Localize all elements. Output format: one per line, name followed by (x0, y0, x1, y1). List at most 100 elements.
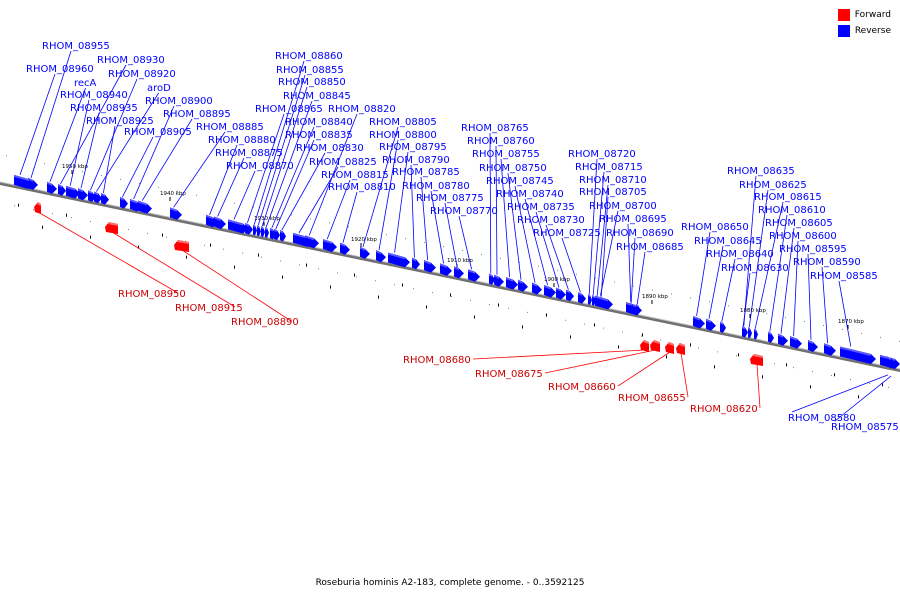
gene-highlight (748, 327, 750, 331)
minor-dot (299, 264, 300, 266)
minor-tick (186, 255, 187, 259)
scale-label: 1950 kbp (62, 164, 88, 170)
minor-dot (747, 309, 748, 311)
gene-label: RHOM_08915 (175, 303, 243, 314)
legend-reverse: Reverse (837, 25, 891, 37)
gene-body (824, 343, 836, 356)
minor-tick (234, 265, 235, 269)
gene-highlight (494, 274, 499, 279)
minor-dot (424, 242, 425, 244)
gene-highlight (412, 257, 416, 262)
minor-dot (671, 293, 672, 295)
minor-dot (603, 327, 604, 329)
leader-line (514, 185, 536, 283)
gene-label: RHOM_08875 (215, 148, 283, 159)
minor-tick (42, 225, 43, 229)
gene-body (170, 207, 182, 220)
gene-label: RHOM_08585 (810, 271, 878, 282)
gene-highlight (742, 326, 745, 330)
gene-body (305, 235, 319, 249)
minor-dot (622, 331, 623, 333)
gene-label: recA (74, 78, 97, 89)
minor-dot (33, 209, 34, 211)
gene-body (489, 273, 495, 285)
gene-highlight (578, 292, 582, 296)
forward-gene-arrow (676, 343, 685, 355)
gene-body (120, 196, 128, 209)
forward-gene-arrow (650, 340, 660, 352)
minor-dot (508, 307, 509, 309)
gene-body (58, 184, 66, 196)
leader-line (780, 227, 795, 334)
leader-line (233, 170, 256, 220)
minor-dot (804, 321, 805, 323)
minor-tick (66, 213, 67, 217)
gene-body (578, 292, 586, 304)
minor-dot (793, 367, 794, 369)
minor-tick (378, 295, 379, 299)
gene-label: RHOM_08790 (382, 155, 450, 166)
gene-label: RHOM_08660 (548, 382, 616, 393)
gene-highlight (108, 222, 118, 226)
minor-tick (426, 305, 427, 309)
reverse-gene-arrow (440, 263, 452, 276)
minor-dot (584, 323, 585, 325)
forward-gene-arrow (640, 340, 649, 352)
gene-body (412, 257, 420, 270)
gene-body (214, 216, 226, 229)
genome-axis (0, 182, 900, 373)
gene-highlight (468, 269, 475, 274)
gene-body (253, 224, 257, 236)
gene-label: RHOM_08800 (369, 130, 437, 141)
leader-line (535, 211, 560, 288)
gene-label: RHOM_08605 (765, 218, 833, 229)
leader-line (257, 74, 306, 226)
reverse-gene-arrow (824, 343, 836, 356)
gene-body (66, 185, 80, 199)
reverse-gene-arrow (66, 185, 80, 199)
minor-dot (71, 217, 72, 219)
leader-line (636, 251, 646, 305)
leader-line (545, 224, 569, 290)
reverse-gene-arrow (630, 302, 634, 314)
gene-highlight (592, 295, 594, 298)
gene-highlight (206, 214, 213, 220)
reverse-gene-arrow (494, 274, 504, 287)
minor-dot (766, 313, 767, 315)
minor-tick (642, 333, 643, 337)
gene-highlight (643, 340, 649, 344)
gene-label: RHOM_08625 (739, 180, 807, 191)
gene-label: RHOM_08675 (475, 369, 543, 380)
minor-dot (6, 155, 7, 157)
gene-label: RHOM_08880 (208, 135, 276, 146)
gene-label: RHOM_08650 (681, 222, 749, 233)
gene-label: RHOM_08720 (568, 149, 636, 160)
minor-dot (869, 382, 870, 384)
minor-tick (450, 293, 451, 297)
gene-highlight (588, 294, 590, 298)
leader-line (617, 351, 671, 387)
leader-line (507, 172, 522, 280)
scale-label: 1910 kbp (447, 258, 473, 264)
reverse-gene-arrow (14, 174, 34, 190)
minor-dot (52, 213, 53, 215)
leader-line (103, 125, 116, 194)
leader-line (495, 145, 498, 275)
minor-dot (166, 236, 167, 238)
gene-label: RHOM_08600 (769, 231, 837, 242)
leader-line (696, 231, 711, 317)
gene-highlight (138, 200, 147, 206)
minor-dot (736, 355, 737, 357)
gene-body (94, 191, 102, 204)
minor-dot (14, 205, 15, 207)
gene-highlight (305, 235, 314, 241)
minor-dot (861, 332, 862, 334)
leader-line (544, 349, 656, 374)
gene-label: RHOM_08630 (721, 263, 789, 274)
minor-dot (595, 277, 596, 279)
gene-highlight (506, 277, 513, 282)
gene-label: RHOM_08745 (486, 176, 554, 187)
leader-line (838, 280, 852, 347)
leader-line (743, 175, 757, 327)
gene-highlight (808, 339, 813, 344)
